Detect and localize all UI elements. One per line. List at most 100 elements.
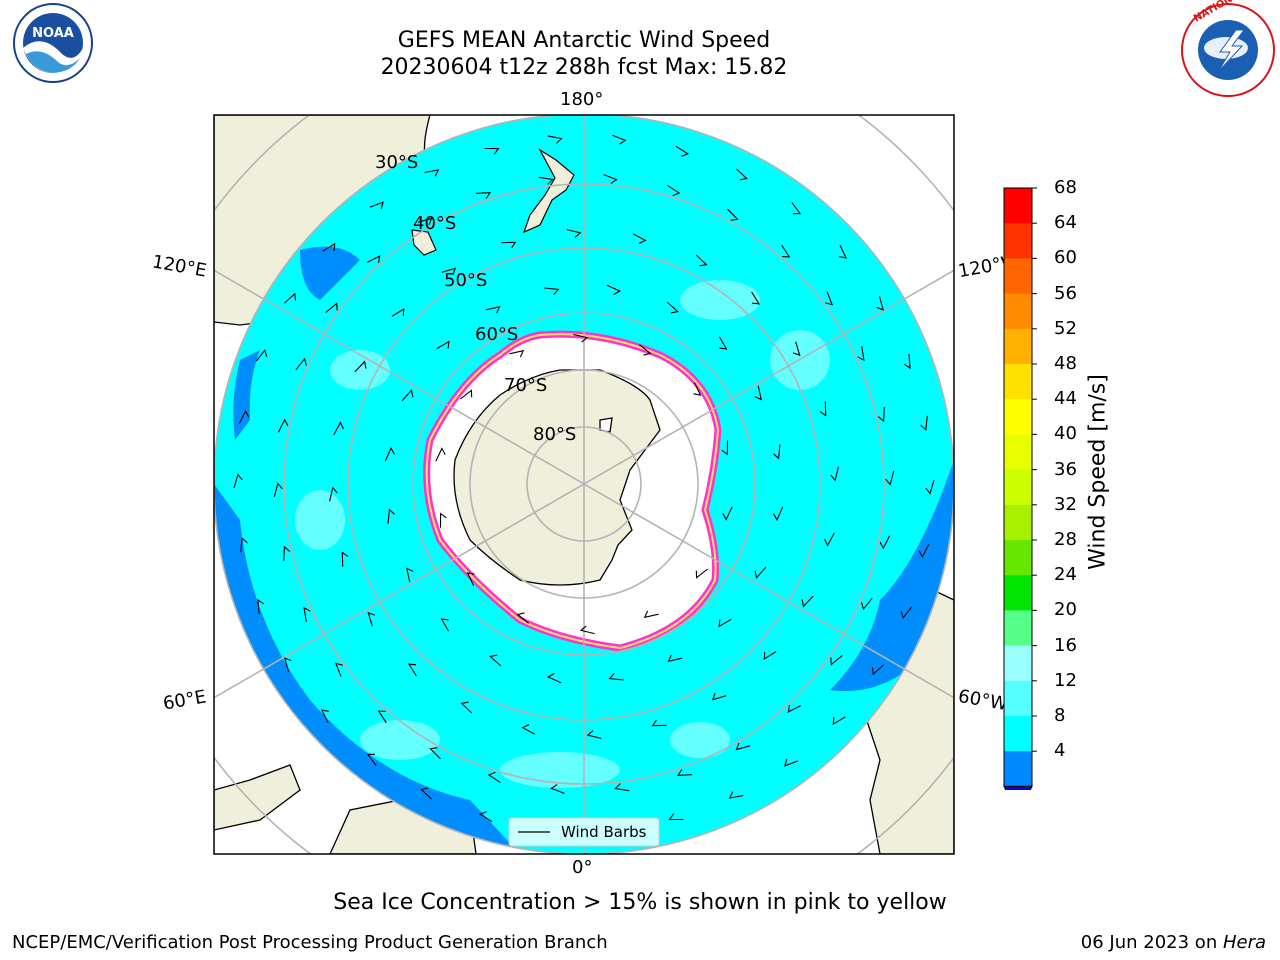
wind-barb [354, 360, 367, 373]
wind-barb [879, 535, 891, 550]
wind-barb [439, 512, 447, 528]
legend-label: Wind Barbs [561, 823, 647, 841]
wind-barb [341, 551, 349, 567]
colorbar-tick-label: 28 [1054, 529, 1077, 550]
wind-barb [830, 466, 839, 482]
wind-barb [277, 418, 289, 433]
legend: Wind Barbs [508, 817, 660, 847]
wind-barb [573, 333, 589, 343]
wind-barb [667, 654, 683, 662]
colorbar-segment [1004, 364, 1032, 400]
wind-barb [283, 545, 291, 562]
wind-barb [801, 595, 814, 608]
wind-barb [651, 719, 667, 727]
colorbar-tick-label: 44 [1054, 388, 1077, 410]
wind-barb [240, 537, 248, 553]
colorbar-segment [1004, 328, 1032, 365]
wind-barb [544, 287, 560, 295]
chart-title: GEFS MEAN Antarctic Wind Speed [397, 28, 771, 53]
wind-barb [728, 791, 744, 799]
lon-label-180: 180° [560, 89, 604, 110]
wind-barb [727, 208, 739, 221]
wind-barb [877, 406, 885, 423]
colorbar-tick-label: 8 [1054, 705, 1066, 726]
wind-barb [550, 784, 565, 794]
wind-barb [721, 440, 729, 456]
wind-barb [791, 202, 802, 215]
colorbar-tick-label: 32 [1054, 493, 1077, 515]
wind-barb [255, 349, 268, 362]
colorbar-segment [1004, 540, 1032, 576]
wind-barb [885, 470, 895, 486]
footer-date-text: 06 Jun 2023 on [1080, 932, 1223, 953]
wind-barb [484, 147, 500, 155]
graticule [214, 115, 954, 854]
wind-barb [366, 255, 381, 264]
wind-barb [861, 597, 873, 611]
wind-barb [257, 599, 265, 615]
wind-barb [614, 783, 630, 792]
colorbar-segment [1004, 610, 1032, 647]
colorbar-tick-label: 24 [1054, 564, 1077, 586]
wind-barb [320, 709, 329, 723]
wind-barb [441, 267, 457, 276]
wind-barb [736, 168, 748, 181]
colorbar-segment [1004, 645, 1032, 682]
wind-barb [819, 401, 827, 417]
antarctica-landmass [453, 369, 661, 586]
wind-barb [857, 346, 865, 362]
wind-barb [787, 704, 802, 713]
colorbar-title: Wind Speed [m/s] [1085, 374, 1111, 570]
lat-label-40: 40°S [413, 213, 457, 234]
colorbar-segment [1004, 504, 1032, 541]
wind-barb [754, 566, 767, 579]
colorbar-segment [1004, 716, 1032, 752]
wind-barb [460, 389, 473, 400]
wind-barb [612, 134, 627, 145]
colorbar-outline [1003, 187, 1033, 787]
wind-barb [406, 567, 414, 583]
wind-barb [643, 610, 659, 619]
wind-barb [325, 302, 338, 313]
colorbar-segment [1004, 258, 1032, 295]
wind-barb [538, 176, 554, 185]
wind-barb [666, 301, 679, 314]
wind-barb [784, 758, 799, 767]
colorbar-tick-label: 68 [1054, 177, 1077, 198]
wind-barb [695, 254, 708, 267]
wind-barb [521, 724, 536, 735]
wind-barb [329, 486, 338, 502]
wind-barb [903, 353, 911, 369]
wind-barb [754, 385, 762, 401]
wind-barb [920, 415, 928, 431]
wind-barb [401, 389, 414, 402]
colorbar-segment [1004, 223, 1032, 259]
lat-label-30: 30°S [375, 152, 419, 173]
lat-label-70: 70°S [504, 375, 548, 396]
wind-barb [667, 184, 681, 197]
wind-barb [918, 544, 930, 559]
wind-barb [639, 344, 652, 356]
wind-barb [579, 625, 595, 635]
sea-ice-note: Sea Ice Concentration > 15% is shown in … [333, 890, 947, 915]
wind-barb [420, 787, 432, 800]
wind-barb [478, 811, 493, 823]
wind-barb [632, 233, 647, 244]
footer-branch: NCEP/EMC/Verification Post Processing Pr… [12, 932, 608, 953]
wind-barb [566, 229, 582, 238]
wind-barb [391, 307, 405, 317]
wind-barb [429, 747, 441, 760]
wind-barb [751, 291, 761, 305]
wind-barb [763, 651, 777, 661]
colorbar-tick-label: 4 [1054, 740, 1066, 762]
colorbar-tick-label: 16 [1054, 634, 1077, 656]
wind-barb [322, 242, 336, 252]
wind-barb [417, 217, 433, 226]
colorbar-tick-label: 52 [1054, 317, 1077, 339]
wind-barb [384, 446, 395, 462]
colorbar-segment [1004, 469, 1032, 506]
colorbar-segment [1004, 680, 1032, 717]
wind-barb [369, 201, 384, 210]
wind-barb [238, 409, 250, 424]
wind-barb [675, 145, 690, 157]
